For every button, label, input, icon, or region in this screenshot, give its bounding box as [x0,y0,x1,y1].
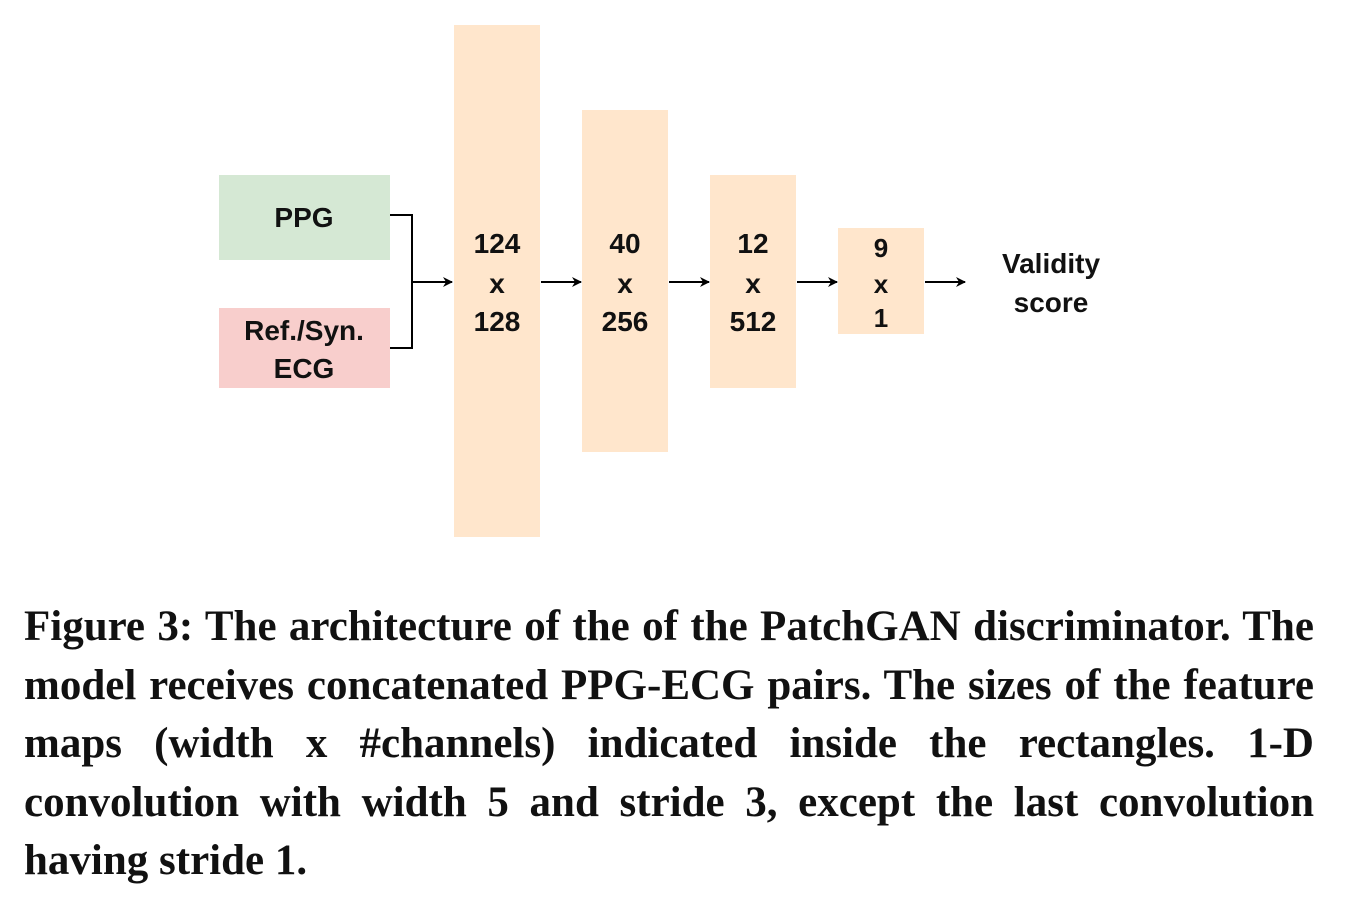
feature-map-2: 40 x 256 [582,110,668,452]
feature-map-4-sep: x [874,269,889,299]
concat-bracket-connector [390,214,413,349]
ppg-input-box [219,175,390,260]
ecg-input-node: Ref./Syn. ECG [219,308,390,388]
feature-map-3-box [710,175,796,388]
feature-map-4-width: 9 [874,233,888,263]
ecg-input-label-line2: ECG [274,353,335,384]
feature-map-2-width: 40 [609,228,640,259]
feature-map-3-channels: 512 [730,306,777,337]
feature-map-1-width: 124 [474,228,521,259]
output-label-line1: Validity [1002,248,1100,279]
feature-map-1-channels: 128 [474,306,521,337]
feature-map-4-channels: 1 [874,303,888,333]
feature-map-3-width: 12 [737,228,768,259]
output-label-line2: score [1014,287,1089,318]
feature-map-1: 124 x 128 [454,25,540,537]
patchgan-discriminator-diagram: PPG Ref./Syn. ECG 124 x 128 40 x 256 12 … [219,25,1100,537]
feature-map-3-sep: x [745,268,761,299]
feature-map-4: 9 x 1 [838,228,924,334]
ppg-input-node: PPG [219,175,390,260]
ecg-input-label-line1: Ref./Syn. [244,315,364,346]
feature-map-3: 12 x 512 [710,175,796,388]
feature-map-2-sep: x [617,268,633,299]
ecg-input-box [219,308,390,388]
feature-map-4-box [838,228,924,334]
feature-map-1-box [454,25,540,537]
feature-map-2-box [582,110,668,452]
ppg-input-label: PPG [274,202,333,233]
feature-map-1-sep: x [489,268,505,299]
feature-map-2-channels: 256 [602,306,649,337]
figure-caption: Figure 3: The architecture of the of the… [24,603,1314,884]
validity-score-output: Validity score [1002,248,1100,318]
